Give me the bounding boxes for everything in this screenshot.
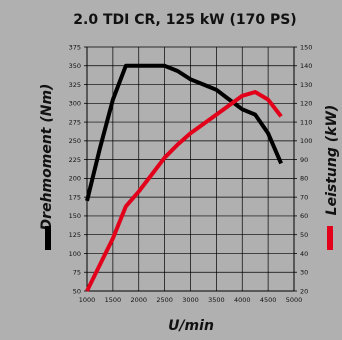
series-group <box>85 63 283 292</box>
x-tick-label: 4000 <box>234 296 251 304</box>
y-right-tick-label: 50 <box>300 231 308 239</box>
x-tick-label: 1000 <box>79 296 96 304</box>
y-left-tick-label: 375 <box>69 43 81 51</box>
y-left-tick-label: 175 <box>69 193 81 201</box>
y-right-tick-label: 20 <box>300 287 308 295</box>
series-line-power <box>85 90 283 292</box>
y-left-tick-label: 250 <box>69 137 81 145</box>
y-left-tick-label: 200 <box>69 175 81 183</box>
axes <box>86 47 295 292</box>
y-right-tick-label: 100 <box>300 137 312 145</box>
chart-title: 2.0 TDI CR, 125 kW (170 PS) <box>73 12 296 28</box>
x-tick-label: 3000 <box>182 296 199 304</box>
ticks: 1000 1500 2000 2500 3000 3500 4000 4500 5000 50 75… <box>69 43 313 304</box>
y-right-tick-label: 140 <box>300 62 312 70</box>
y-left-tick-label: 350 <box>69 62 81 70</box>
x-tick-label: 2000 <box>130 296 147 304</box>
y-right-tick-label: 30 <box>300 269 308 277</box>
x-tick-label: 4500 <box>260 296 277 304</box>
y-right-tick-label: 130 <box>300 81 312 89</box>
y-right-tick-label: 40 <box>300 250 308 258</box>
x-tick-label: 5000 <box>286 296 303 304</box>
y-left-tick-label: 75 <box>73 269 81 277</box>
y-axis-right-label: Leistung (kW) <box>324 105 340 216</box>
y-left-tick-label: 325 <box>69 81 81 89</box>
y-right-tick-label: 120 <box>300 100 312 108</box>
y-right-tick-label: 70 <box>300 193 308 201</box>
y-left-tick-label: 275 <box>69 118 81 126</box>
x-axis-label: U/min <box>168 318 214 334</box>
y-axis-left-label: Drehmoment (Nm) <box>39 84 55 231</box>
x-tick-label: 3500 <box>208 296 225 304</box>
y-left-tick-label: 100 <box>69 250 81 258</box>
y-right-tick-label: 90 <box>300 156 308 164</box>
y-left-tick-label: 300 <box>69 100 81 108</box>
y-right-tick-label: 110 <box>300 118 312 126</box>
y-right-tick-label: 80 <box>300 175 308 183</box>
y-left-tick-label: 150 <box>69 212 81 220</box>
y-right-tick-label: 60 <box>300 212 308 220</box>
y-right-tick-label: 150 <box>300 43 312 51</box>
x-tick-label: 2500 <box>156 296 173 304</box>
y-left-tick-label: 50 <box>73 287 81 295</box>
x-tick-label: 1500 <box>105 296 122 304</box>
y-left-tick-label: 225 <box>69 156 81 164</box>
series-line-torque <box>85 63 283 202</box>
legend-marker-left <box>45 226 51 250</box>
legend-marker-right <box>327 226 333 250</box>
y-left-tick-label: 125 <box>69 231 81 239</box>
